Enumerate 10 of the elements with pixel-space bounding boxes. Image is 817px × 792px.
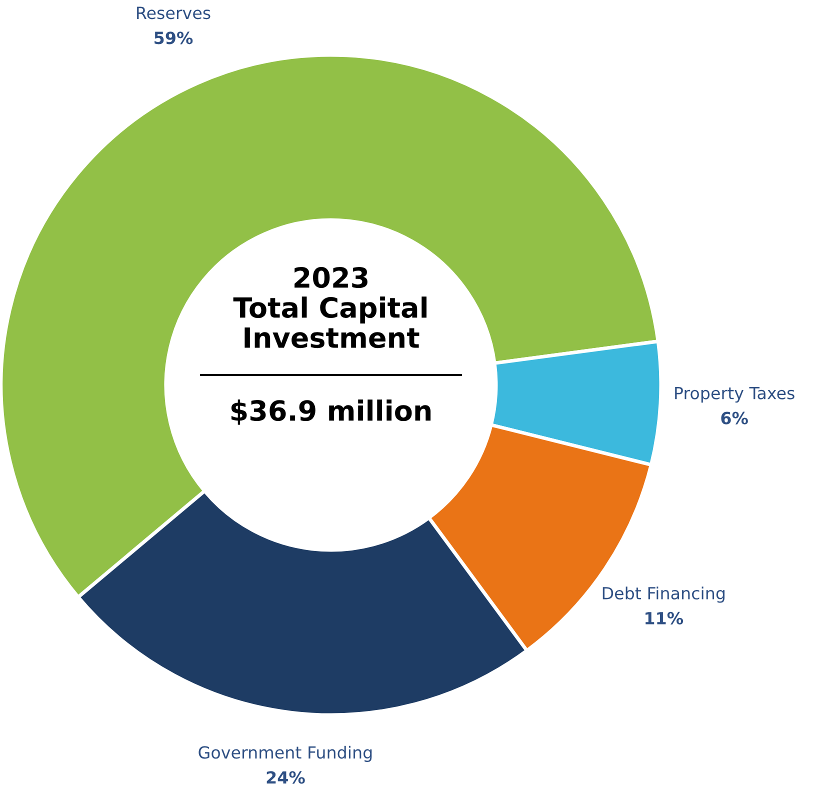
- slice-label: Government Funding: [198, 746, 372, 762]
- data-label: 11%: [646, 612, 684, 625]
- slice-label: Property Taxes: [675, 387, 794, 403]
- data-label: 24%: [266, 771, 305, 784]
- text: 2023 Total Capital Investment: [233, 267, 426, 348]
- slice-label: Debt Financing: [602, 586, 725, 603]
- data-label: 6%: [721, 412, 748, 424]
- data-label: 59%: [154, 32, 193, 44]
- slice-label: Reserves: [137, 6, 210, 20]
- text: $36.9 million: [231, 400, 431, 425]
